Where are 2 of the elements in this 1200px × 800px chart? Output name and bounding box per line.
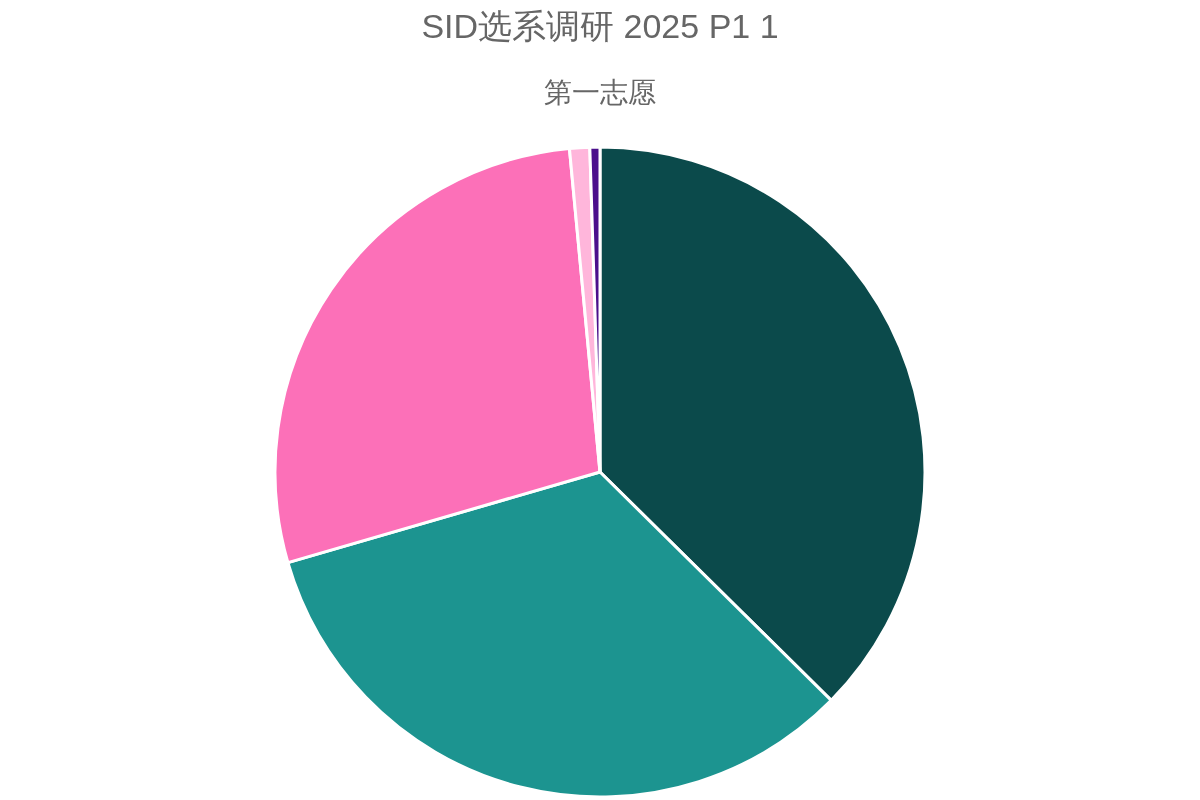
chart-subtitle: 第一志愿 bbox=[544, 77, 656, 108]
chart-title: SID选系调研 2025 P1 1 bbox=[421, 7, 779, 45]
